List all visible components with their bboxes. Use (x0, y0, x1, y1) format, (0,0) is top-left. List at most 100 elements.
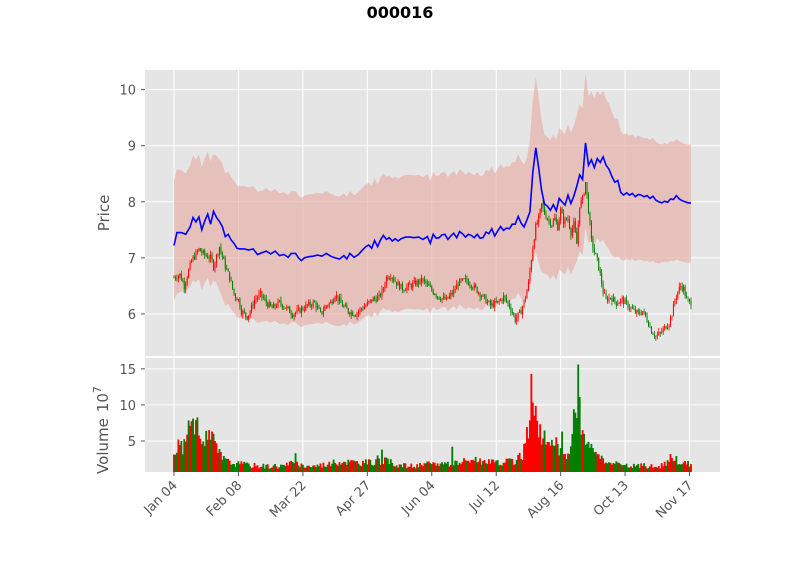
volume-bar (193, 434, 196, 472)
volume-bar (271, 467, 274, 472)
volume-bar (672, 461, 675, 472)
volume-bar (550, 439, 553, 472)
volume-bar (556, 444, 559, 472)
volume-bar (328, 461, 331, 472)
candle-body (337, 295, 339, 302)
volume-bar (174, 454, 177, 472)
volume-bar (359, 465, 361, 472)
volume-bar (417, 467, 420, 472)
volume-bar (567, 453, 569, 472)
volume-bar (495, 460, 498, 472)
volume-bar (458, 462, 461, 472)
candle-body (611, 298, 613, 302)
volume-bar (246, 462, 249, 472)
candle-body (601, 272, 603, 285)
volume-bar (483, 460, 486, 472)
candle-body (538, 215, 540, 223)
volume-bar (622, 465, 625, 472)
volume-bar (591, 448, 594, 472)
volume-bar (293, 463, 296, 472)
candle-body (382, 288, 384, 290)
candle-body (453, 289, 455, 295)
price-tick-label: 6 (128, 308, 136, 323)
volume-bar (258, 468, 260, 472)
candle-body (261, 291, 263, 297)
volume-bar (468, 462, 471, 472)
volume-bar (565, 459, 568, 472)
candle-body (248, 315, 250, 320)
candle-body (224, 258, 226, 269)
candle-body (287, 306, 289, 308)
volume-bar (688, 466, 691, 472)
candle-body (450, 292, 452, 296)
candle-body (188, 269, 190, 278)
candle-body (174, 277, 176, 279)
candle-body (467, 281, 469, 285)
candle-body (548, 219, 550, 221)
volume-bar (388, 464, 391, 472)
volume-bar (687, 460, 690, 472)
candle-body (558, 220, 560, 231)
volume-bar (214, 441, 216, 472)
candle-body (422, 278, 424, 283)
volume-bar (241, 463, 244, 472)
candle-body (202, 250, 204, 253)
volume-bar (637, 463, 640, 472)
volume-bar (489, 463, 492, 472)
volume-bar (178, 445, 181, 472)
volume-bar (530, 373, 533, 472)
volume-bar (435, 465, 438, 472)
volume-bar (552, 445, 555, 472)
candle-body (274, 304, 276, 307)
volume-bar (378, 458, 380, 472)
candle-body (653, 334, 655, 337)
candle-body (633, 308, 635, 310)
candle-body (252, 304, 254, 307)
volume-bar (288, 461, 291, 472)
volume-bar (671, 457, 673, 472)
volume-bar (578, 397, 581, 472)
volume-bar (654, 466, 657, 472)
candle-body (255, 298, 257, 300)
volume-bar (490, 459, 493, 472)
volume-bar (666, 460, 669, 472)
candle-body (218, 247, 220, 255)
volume-bar (470, 459, 473, 472)
candle-body (640, 313, 642, 315)
candle-body (505, 297, 507, 302)
candle-body (277, 301, 279, 307)
candle-body (276, 306, 278, 308)
candle-body (593, 248, 595, 253)
candle-body (495, 300, 497, 303)
volume-bar (564, 453, 566, 472)
candle-body (614, 297, 616, 302)
candle-body (664, 326, 666, 329)
candle-body (662, 328, 664, 332)
volume-bar (485, 463, 487, 472)
volume-bar (249, 466, 252, 472)
candle-body (235, 294, 237, 298)
volume-bar (461, 461, 464, 472)
volume-bar (299, 467, 301, 472)
candle-body (483, 294, 486, 296)
volume-bar (350, 460, 353, 472)
candle-body (442, 296, 444, 299)
candle-body (293, 314, 295, 318)
volume-bar (310, 467, 313, 472)
candle-body (185, 283, 187, 289)
candle-body (530, 260, 532, 271)
candle-body (340, 297, 342, 303)
volume-bar (663, 461, 666, 472)
volume-bar (467, 460, 470, 472)
volume-bar (300, 463, 303, 472)
candle-body (242, 310, 244, 315)
candle-body (655, 336, 657, 338)
volume-bar (400, 464, 402, 472)
volume-bar (348, 461, 351, 472)
volume-bar (631, 467, 634, 472)
volume-bar (486, 463, 489, 472)
candle-body (344, 305, 346, 307)
candle-body (555, 217, 557, 222)
candle-body (378, 293, 380, 297)
candle-body (365, 305, 367, 307)
